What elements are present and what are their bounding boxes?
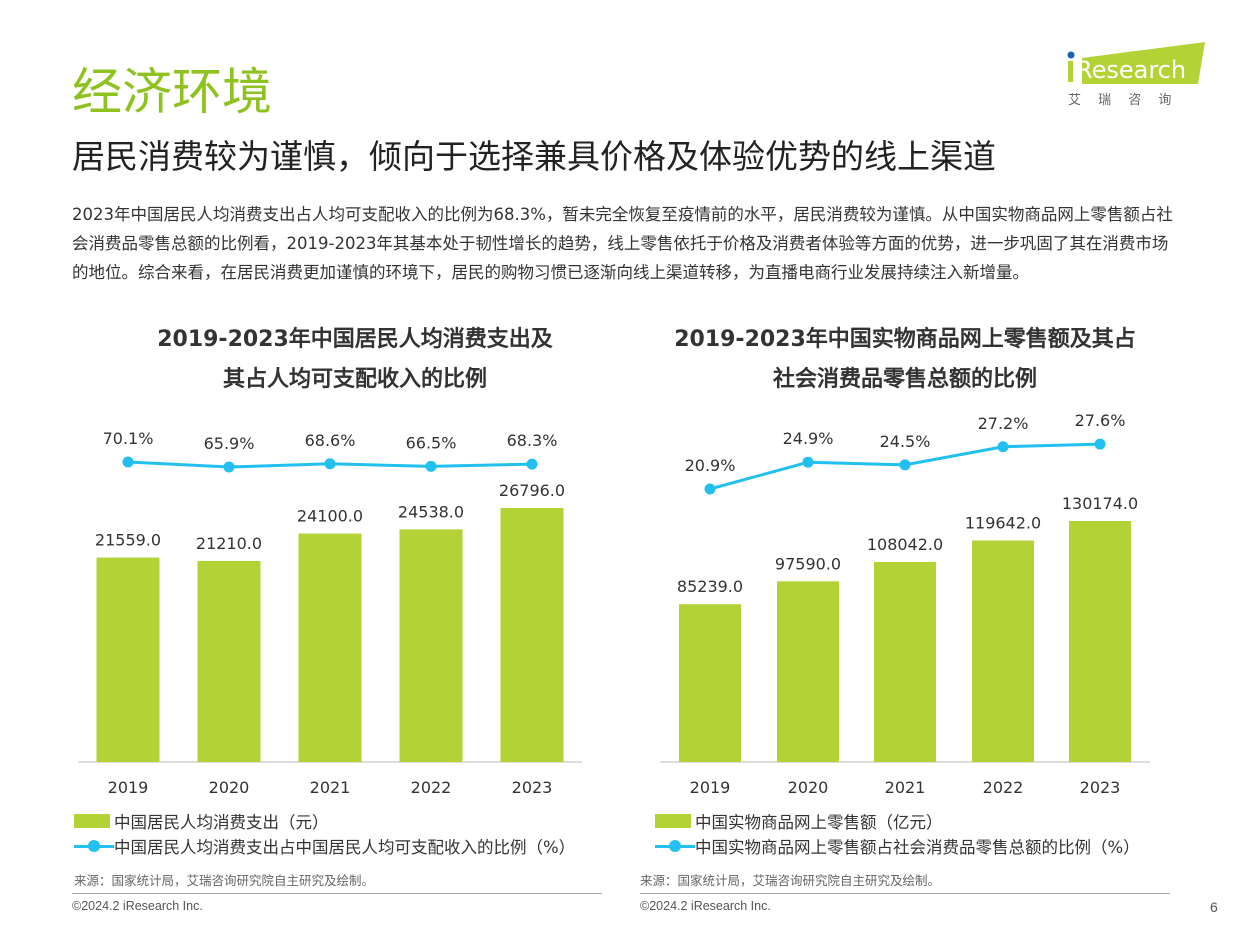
chart1-title-line2: 其占人均可支配收入的比例 (222, 367, 487, 392)
bar (500, 508, 564, 762)
line-data-label: 27.2% (978, 414, 1029, 433)
x-tick-label: 2023 (1080, 778, 1121, 797)
bar-data-label: 119642.0 (965, 513, 1041, 532)
bar-data-label: 97590.0 (775, 554, 841, 573)
line-point (526, 458, 538, 470)
legend-item-bar: 中国实物商品网上零售额（亿元） (655, 808, 1140, 833)
chart1-title-line1: 2019-2023年中国居民人均消费支出及 (157, 327, 553, 352)
line-point (122, 456, 134, 468)
legend-label: 中国实物商品网上零售额占社会消费品零售总额的比例（%） (695, 837, 1140, 857)
x-tick-label: 2022 (411, 778, 452, 797)
bar-data-label: 85239.0 (677, 577, 743, 596)
x-tick-label: 2022 (983, 778, 1024, 797)
x-tick-label: 2019 (690, 778, 731, 797)
bar (96, 557, 160, 762)
bar-data-label: 130174.0 (1062, 494, 1138, 513)
line-point (899, 459, 911, 471)
bar (777, 581, 839, 762)
line-point (802, 456, 814, 468)
bar (298, 533, 362, 762)
chart2-title: 2019-2023年中国实物商品网上零售额及其占 社会消费品零售总额的比例 (640, 320, 1170, 400)
bar-data-label: 26796.0 (499, 481, 565, 500)
legend-item-line: 中国居民人均消费支出占中国居民人均可支配收入的比例（%） (74, 833, 575, 858)
line-data-label: 70.1% (103, 429, 154, 448)
logo-graphic: Research 艾 瑞 咨 询 (1067, 42, 1205, 108)
legend-label: 中国实物商品网上零售额（亿元） (695, 812, 943, 832)
page-number: 6 (1210, 899, 1218, 915)
chart1-title: 2019-2023年中国居民人均消费支出及 其占人均可支配收入的比例 (90, 320, 620, 400)
line-data-label: 68.6% (305, 431, 356, 450)
chart1-source: 来源：国家统计局，艾瑞咨询研究院自主研究及绘制。 (74, 873, 375, 888)
bar-data-label: 21559.0 (95, 531, 161, 550)
legend-bar-swatch (74, 813, 110, 828)
legend-bar-swatch (655, 813, 691, 828)
line-point (997, 441, 1009, 453)
chart2-title-line2: 社会消费品零售总额的比例 (772, 367, 1037, 392)
chart2-title-line1: 2019-2023年中国实物商品网上零售额及其占 (674, 327, 1136, 352)
line-data-label: 66.5% (406, 433, 457, 452)
line-point (704, 483, 716, 495)
svg-text:Research: Research (1076, 56, 1186, 84)
legend-item-bar: 中国居民人均消费支出（元） (74, 808, 575, 833)
line-point (425, 460, 437, 472)
legend-line-swatch (74, 839, 114, 853)
line-data-label: 27.6% (1075, 411, 1126, 430)
page-subtitle: 居民消费较为谨慎，倾向于选择兼具价格及体验优势的线上渠道 (72, 137, 996, 176)
line-data-label: 68.3% (507, 431, 558, 450)
copyright: ©2024.2 iResearch Inc. (72, 899, 203, 913)
x-tick-label: 2019 (108, 778, 149, 797)
bar (972, 540, 1034, 762)
bar-data-label: 21210.0 (196, 534, 262, 553)
x-tick-label: 2021 (885, 778, 926, 797)
bar (399, 529, 463, 762)
iresearch-logo: Research 艾 瑞 咨 询 (1060, 40, 1210, 110)
x-tick-label: 2020 (788, 778, 829, 797)
bar (679, 604, 741, 762)
divider (72, 893, 602, 894)
chart2-source: 来源：国家统计局，艾瑞咨询研究院自主研究及绘制。 (640, 873, 941, 888)
chart2-legend: 中国实物商品网上零售额（亿元） 中国实物商品网上零售额占社会消费品零售总额的比例… (655, 808, 1140, 858)
bar-data-label: 108042.0 (867, 535, 943, 554)
x-tick-label: 2023 (512, 778, 553, 797)
intro-paragraph: 2023年中国居民人均消费支出占人均可支配收入的比例为68.3%，暂未完全恢复至… (72, 205, 1173, 282)
bar-data-label: 24100.0 (297, 507, 363, 526)
copyright: ©2024.2 iResearch Inc. (640, 899, 771, 913)
line-data-label: 20.9% (685, 456, 736, 475)
page-title: 经济环境 (72, 63, 272, 121)
line-data-label: 65.9% (204, 434, 255, 453)
svg-text:艾 瑞 咨 询: 艾 瑞 咨 询 (1068, 93, 1171, 108)
divider (640, 893, 1170, 894)
line-point (324, 458, 336, 470)
x-tick-label: 2020 (209, 778, 250, 797)
line-data-label: 24.9% (783, 429, 834, 448)
line-point (1094, 438, 1106, 450)
bar (874, 561, 936, 762)
legend-line-swatch (655, 839, 695, 853)
line-point (223, 461, 235, 473)
legend-label: 中国居民人均消费支出（元） (114, 812, 329, 832)
legend-label: 中国居民人均消费支出占中国居民人均可支配收入的比例（%） (114, 837, 576, 857)
bar-data-label: 24538.0 (398, 502, 464, 521)
x-tick-label: 2021 (310, 778, 351, 797)
chart1-legend: 中国居民人均消费支出（元） 中国居民人均消费支出占中国居民人均可支配收入的比例（… (74, 808, 575, 858)
bar (1069, 521, 1131, 762)
line-data-label: 24.5% (880, 432, 931, 451)
legend-item-line: 中国实物商品网上零售额占社会消费品零售总额的比例（%） (655, 833, 1140, 858)
bar (197, 560, 261, 762)
